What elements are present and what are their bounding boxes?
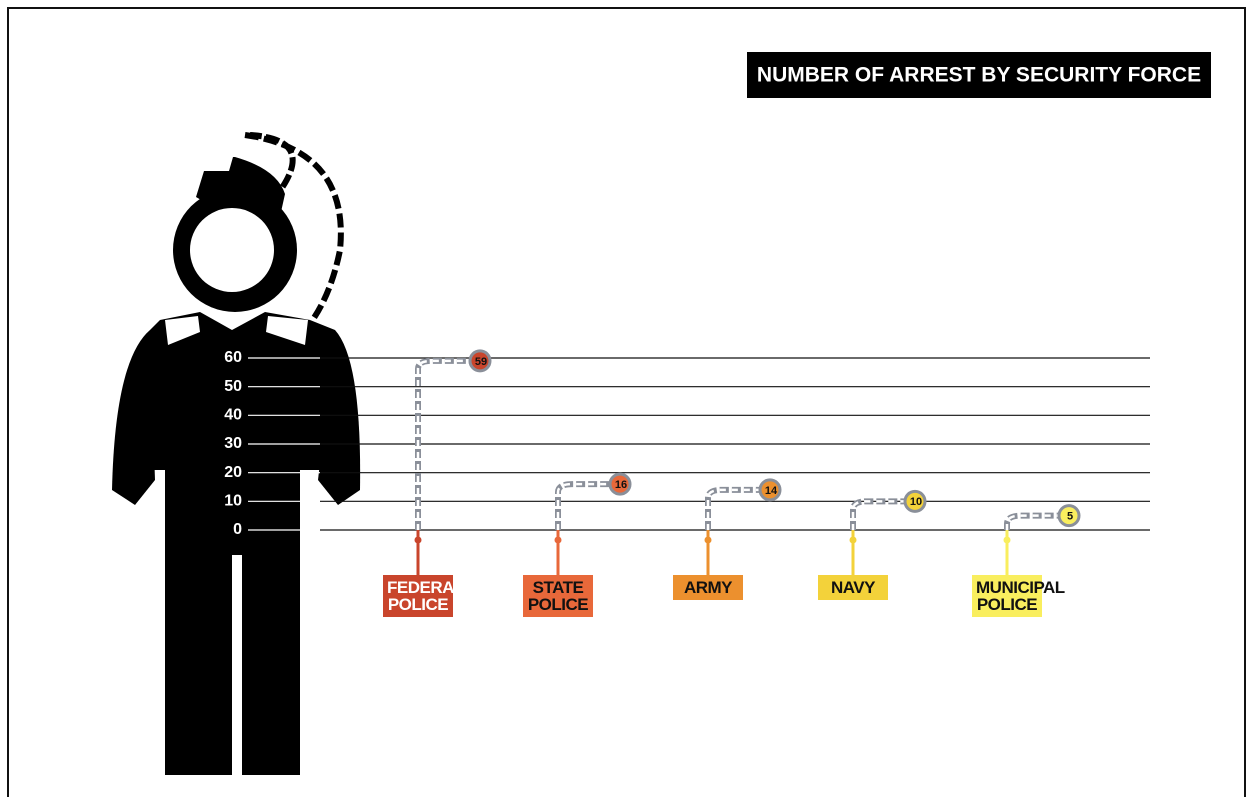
chart: NUMBER OF ARREST BY SECURITY FORCE 0 10 20… (0, 0, 1253, 797)
stem-dot (1004, 537, 1011, 544)
category-label: STATE POLICE (523, 575, 593, 617)
category-label: FEDERAL POLICE (383, 575, 453, 617)
chain-inner (853, 501, 905, 530)
stem-dot (555, 537, 562, 544)
chain (708, 490, 760, 530)
category-label: ARMY (673, 575, 743, 600)
y-tick-label: 0 (233, 521, 242, 538)
infographic: NUMBER OF ARREST BY SECURITY FORCE 0 10 20… (0, 0, 1253, 797)
value-label: 16 (615, 479, 627, 491)
value-label: 14 (765, 485, 778, 497)
y-tick-label: 50 (224, 378, 242, 395)
stem-dot (705, 537, 712, 544)
y-tick-label: 30 (224, 435, 242, 452)
chain (853, 501, 905, 530)
y-tick-label: 40 (224, 407, 242, 424)
stem-dot (415, 537, 422, 544)
value-label: 10 (910, 496, 922, 508)
silhouette (112, 135, 360, 775)
stem-dot (850, 537, 857, 544)
chart-title: NUMBER OF ARREST BY SECURITY FORCE (757, 64, 1201, 87)
y-tick-label: 20 (224, 464, 242, 481)
chain (1007, 516, 1059, 530)
chain-inner (558, 484, 610, 530)
y-tick-label: 10 (224, 493, 242, 510)
category-label: NAVY (818, 575, 888, 600)
y-tick-label: 60 (224, 349, 242, 366)
chain (558, 484, 610, 530)
category-label: MUNICIPAL POLICE (972, 575, 1042, 617)
value-label: 5 (1067, 511, 1073, 523)
chain-inner (708, 490, 760, 530)
value-label: 59 (475, 356, 487, 368)
